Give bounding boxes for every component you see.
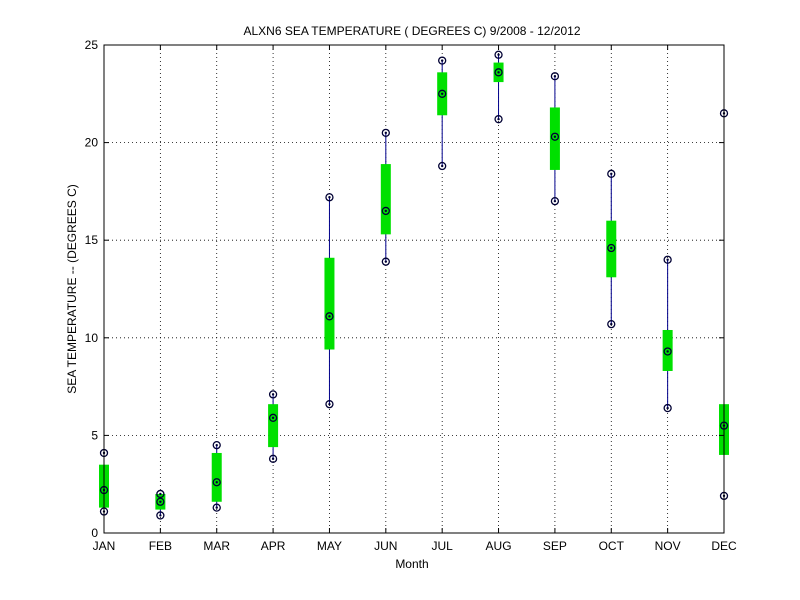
iqr-box [380,164,391,235]
chart-title: ALXN6 SEA TEMPERATURE ( DEGREES C) 9/200… [243,24,580,38]
x-tick-label: FEB [149,539,172,553]
min-marker [607,319,616,329]
max-marker [325,193,334,202]
median-marker [607,243,616,253]
min-marker [381,257,390,266]
min-marker [212,503,221,512]
median-marker [381,206,390,216]
min-marker [663,403,672,413]
plot-frame [103,44,725,534]
y-tick-label: 20 [85,136,99,150]
median-marker-dot [384,209,388,213]
min-marker-dot [271,457,275,461]
max-marker-dot [666,258,669,261]
min-marker [156,511,165,520]
y-tick-label: 15 [85,233,99,247]
max-marker [212,441,221,450]
median-marker-dot [159,500,162,503]
max-marker-dot [497,53,500,56]
x-tick-label: SEP [543,539,567,553]
median-marker [550,132,560,141]
x-tick-label: MAR [203,539,230,553]
max-marker [381,128,390,137]
min-marker-dot [610,322,613,326]
x-tick-label: JUN [374,539,397,553]
min-marker-dot [666,406,669,410]
max-marker-dot [271,393,275,396]
iqr-box [211,452,222,502]
median-marker [156,497,165,506]
grid [104,45,724,533]
x-tick-label: AUG [486,539,512,553]
median-marker-dot [271,416,275,420]
min-marker-dot [553,199,557,203]
ticks: JAN FEB MAR APR MAY JUN JUL AUG SEP OCT NOV DEC 0 5 10… [85,38,737,553]
median-marker-dot [215,481,218,484]
y-tick-label: 5 [91,428,98,442]
y-axis-label: SEA TEMPERATURE -- (DEGREES C) [65,184,79,394]
min-marker [550,197,560,206]
min-marker-dot [497,117,500,121]
min-marker-dot [159,514,162,517]
median-marker [212,478,221,487]
median-marker [438,89,447,98]
min-marker-dot [328,402,331,406]
median-marker-dot [610,246,613,250]
max-marker-dot [610,172,613,176]
iqr-box [549,107,560,170]
x-axis-label: Month [395,557,428,571]
y-tick-label: 10 [85,331,99,345]
max-marker [494,50,503,59]
median-marker-dot [553,135,557,138]
median-marker-dot [497,71,500,74]
max-marker-dot [159,492,162,496]
y-tick-label: 25 [85,38,99,52]
min-marker-dot [440,164,444,168]
min-marker [438,161,447,171]
min-marker-dot [384,260,388,263]
max-marker-dot [215,443,218,447]
max-marker-dot [328,196,331,199]
x-tick-label: OCT [599,539,625,553]
plot-area [99,50,729,520]
x-tick-label: MAY [317,539,342,553]
median-marker [268,413,278,422]
median-marker-dot [666,350,669,353]
max-marker [550,72,560,81]
min-marker-dot [215,506,218,509]
median-marker-dot [440,92,444,96]
max-marker-dot [553,75,557,78]
iqr-box [324,257,335,350]
y-tick-label: 0 [91,526,98,540]
x-tick-label: DEC [711,539,737,553]
x-tick-label: APR [261,539,286,553]
x-tick-label: NOV [655,539,681,553]
max-marker [663,255,672,264]
median-marker-dot [328,315,331,318]
median-marker [494,68,503,77]
max-marker-dot [440,59,444,62]
x-tick-label: JUL [432,539,454,553]
median-marker [663,347,672,356]
iqr-box [268,404,279,448]
max-marker-dot [384,131,388,135]
min-marker [268,454,278,463]
median-marker [325,312,334,321]
max-marker [156,489,165,499]
max-marker [438,56,447,65]
min-marker [494,115,503,124]
min-marker [325,400,334,409]
x-tick-label: JAN [93,539,116,553]
max-marker [268,390,278,399]
max-marker [607,169,616,178]
